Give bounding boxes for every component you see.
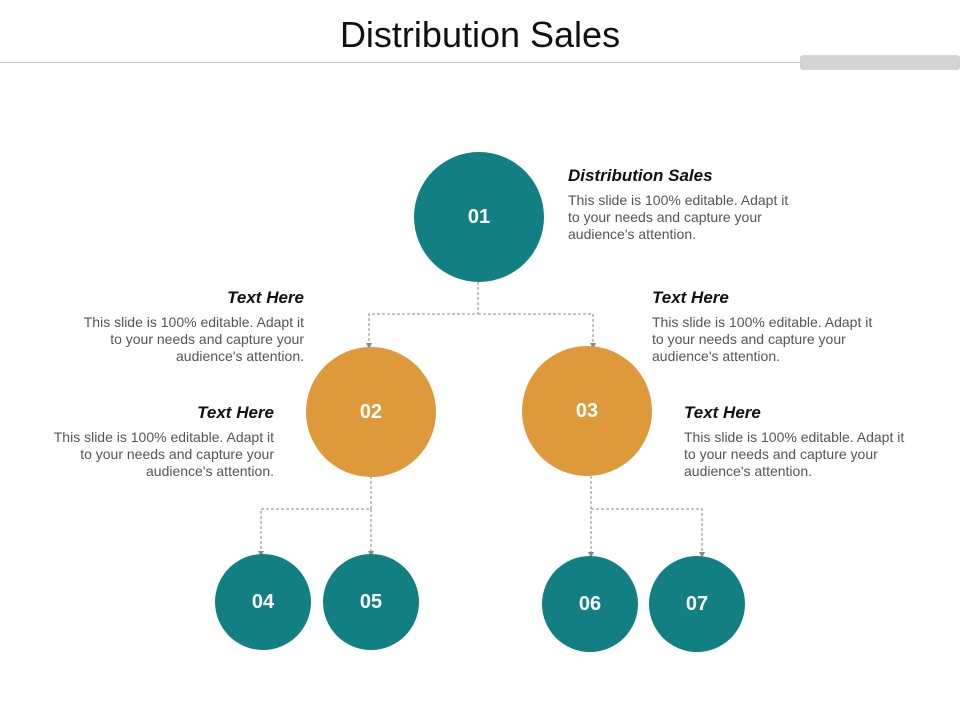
node-06: 06	[542, 556, 638, 652]
callout-top-body: This slide is 100% editable. Adapt it to…	[568, 192, 789, 242]
callout-lower-left: Text Here This slide is 100% editable. A…	[44, 403, 274, 480]
callout-upper-right-body: This slide is 100% editable. Adapt it to…	[652, 314, 873, 364]
callout-top: Distribution Sales This slide is 100% ed…	[568, 166, 798, 243]
callout-top-heading: Distribution Sales	[568, 166, 713, 185]
slide-title: Distribution Sales	[339, 14, 621, 55]
node-03: 03	[522, 346, 652, 476]
title-accent-bar	[800, 55, 960, 70]
connector-01-to-03	[478, 313, 596, 349]
callout-upper-right-heading: Text Here	[652, 288, 729, 307]
callout-lower-left-body: This slide is 100% editable. Adapt it to…	[53, 429, 274, 479]
callout-upper-left-body: This slide is 100% editable. Adapt it to…	[83, 314, 304, 364]
callout-upper-left: Text Here This slide is 100% editable. A…	[74, 288, 304, 365]
callout-upper-left-heading: Text Here	[227, 288, 304, 307]
node-01: 01	[414, 152, 544, 282]
callout-lower-left-heading: Text Here	[197, 403, 274, 422]
node-04: 04	[215, 554, 311, 650]
connector-03-to-07	[591, 508, 705, 558]
connector-02-to-04	[258, 476, 372, 557]
node-02: 02	[306, 347, 436, 477]
callout-lower-right-body: This slide is 100% editable. Adapt it to…	[684, 429, 905, 479]
node-05: 05	[323, 554, 419, 650]
callout-upper-right: Text Here This slide is 100% editable. A…	[652, 288, 882, 365]
callout-lower-right-heading: Text Here	[684, 403, 761, 422]
connector-01-to-02	[366, 282, 479, 349]
callout-lower-right: Text Here This slide is 100% editable. A…	[684, 403, 914, 480]
node-07: 07	[649, 556, 745, 652]
title-divider	[0, 62, 960, 63]
